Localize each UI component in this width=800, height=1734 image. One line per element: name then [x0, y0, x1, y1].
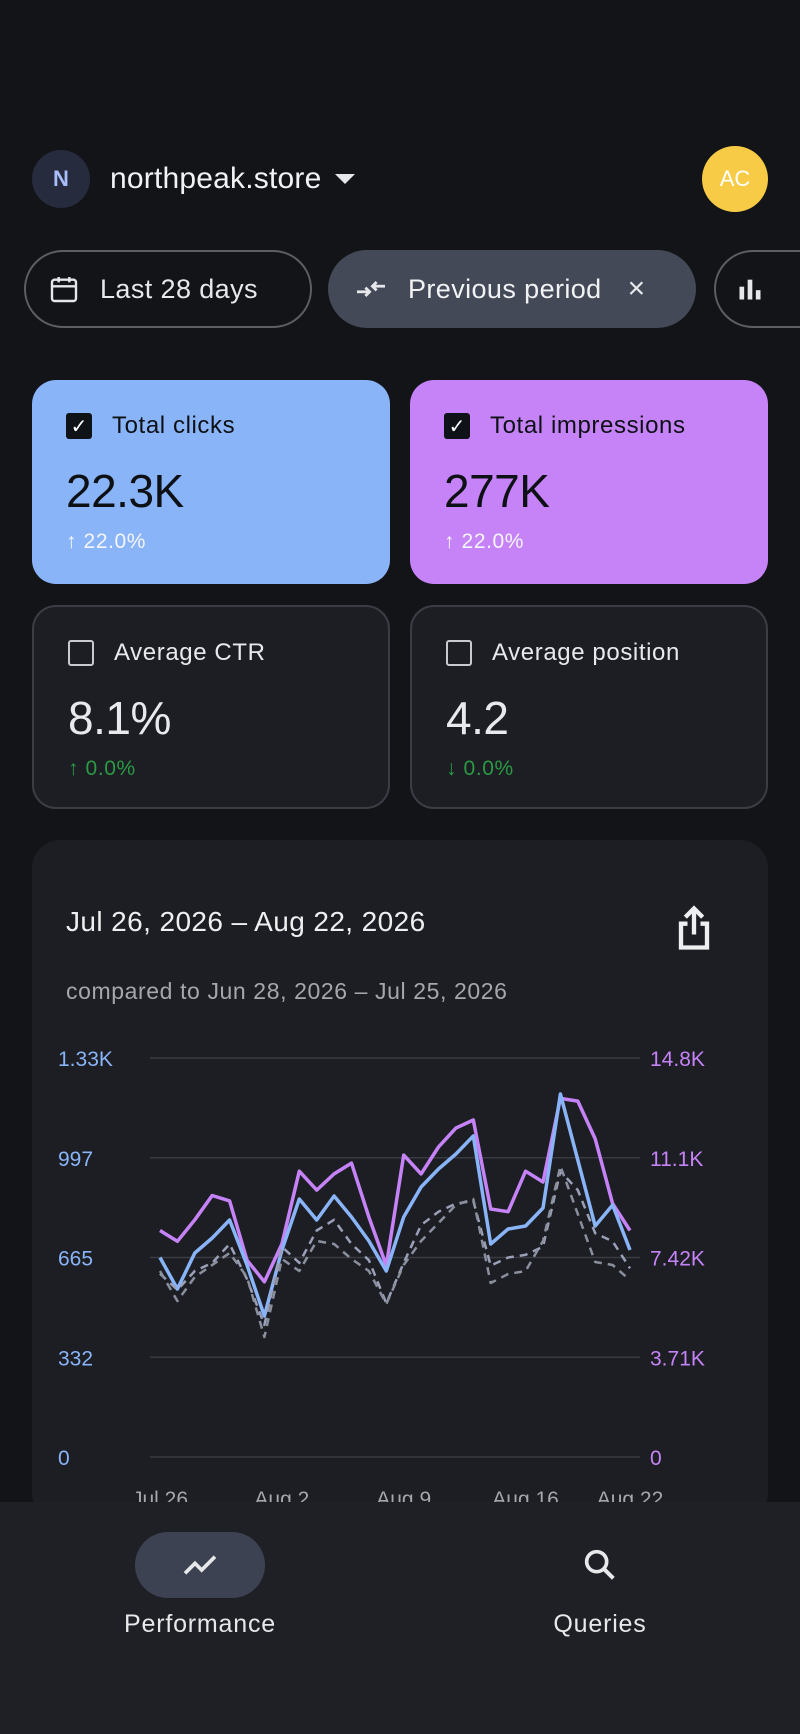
performance-chart-card: Jul 26, 2026 – Aug 22, 2026 compared to …	[32, 840, 768, 1520]
y-right-tick-label: 11.1K	[650, 1148, 703, 1171]
metric-value: 4.2	[446, 692, 509, 744]
metric-label: Total clicks	[112, 412, 236, 439]
checkbox-unchecked-icon[interactable]	[68, 640, 94, 666]
chevron-down-icon[interactable]	[335, 174, 356, 184]
compare-arrows-icon	[357, 281, 385, 297]
y-right-tick-label: 3.71K	[650, 1347, 705, 1370]
nav-performance-label: Performance	[124, 1610, 276, 1638]
total-clicks-card[interactable]: ✓ Total clicks 22.3K ↑ 22.0%	[32, 380, 390, 584]
bar-chart-icon	[739, 279, 761, 300]
y-left-tick-label: 332	[58, 1347, 93, 1370]
trending-icon	[183, 1555, 217, 1575]
y-left-tick-label: 665	[58, 1248, 93, 1271]
chart-type-chip[interactable]	[714, 250, 800, 328]
user-avatar[interactable]: AC	[702, 146, 768, 212]
series-line-1	[158, 1092, 632, 1318]
chart-compare-range: compared to Jun 28, 2026 – Jul 25, 2026	[66, 978, 508, 1004]
site-selector[interactable]: northpeak.store	[110, 162, 322, 195]
metric-value: 8.1%	[68, 692, 171, 744]
metric-delta: ↑ 22.0%	[66, 530, 147, 553]
share-icon[interactable]	[668, 902, 720, 954]
metric-delta: ↓ 0.0%	[446, 757, 514, 780]
bottom-navigation: Performance Queries	[0, 1502, 800, 1734]
performance-line-chart[interactable]: 03326659971.33K03.71K7.42K11.1K14.8KJul …	[32, 840, 768, 1520]
total-impressions-card[interactable]: ✓ Total impressions 277K ↑ 22.0%	[410, 380, 768, 584]
y-left-tick-label: 997	[58, 1148, 93, 1171]
close-icon[interactable]: ×	[627, 272, 646, 305]
y-left-tick-label: 0	[58, 1447, 70, 1470]
search-icon	[584, 1549, 615, 1580]
y-right-tick-label: 0	[650, 1447, 662, 1470]
filter-chips: Last 28 days Previous period ×	[24, 250, 800, 328]
metric-label: Average CTR	[114, 639, 266, 666]
compare-chip[interactable]: Previous period ×	[328, 250, 696, 328]
metric-label: Average position	[492, 639, 680, 666]
checkbox-checked-icon[interactable]: ✓	[444, 413, 470, 439]
site-avatar[interactable]: N	[32, 150, 90, 208]
series-line-2	[159, 1169, 632, 1327]
y-right-tick-label: 14.8K	[650, 1048, 705, 1071]
date-range-chip[interactable]: Last 28 days	[24, 250, 312, 328]
site-header: N northpeak.store AC	[32, 146, 768, 212]
checkbox-unchecked-icon[interactable]	[446, 640, 472, 666]
nav-queries[interactable]: Queries	[480, 1532, 720, 1639]
nav-queries-label: Queries	[553, 1610, 647, 1638]
nav-queries-pill[interactable]	[535, 1532, 665, 1598]
series-line-3	[158, 1164, 631, 1339]
metric-label: Total impressions	[490, 412, 686, 439]
calendar-icon	[50, 277, 78, 303]
average-ctr-card[interactable]: Average CTR 8.1% ↑ 0.0%	[32, 605, 390, 809]
checkbox-checked-icon[interactable]: ✓	[66, 413, 92, 439]
nav-performance-pill[interactable]	[135, 1532, 265, 1598]
average-position-card[interactable]: Average position 4.2 ↓ 0.0%	[410, 605, 768, 809]
series-line-0	[159, 1096, 632, 1284]
nav-performance[interactable]: Performance	[80, 1532, 320, 1639]
metric-delta: ↑ 0.0%	[68, 757, 136, 780]
metric-value: 22.3K	[66, 465, 184, 517]
date-range-label: Last 28 days	[100, 273, 258, 304]
metric-value: 277K	[444, 465, 550, 517]
metric-delta: ↑ 22.0%	[444, 530, 525, 553]
y-left-tick-label: 1.33K	[58, 1048, 113, 1071]
chart-date-range: Jul 26, 2026 – Aug 22, 2026	[66, 906, 426, 937]
y-right-tick-label: 7.42K	[650, 1248, 705, 1271]
compare-label: Previous period	[408, 273, 602, 304]
